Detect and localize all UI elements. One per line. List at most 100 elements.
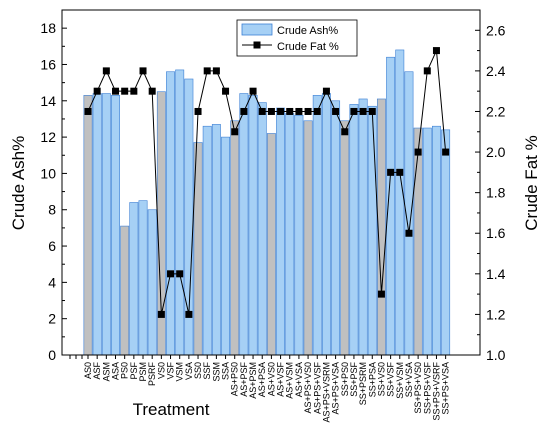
fat-marker: [277, 107, 285, 115]
x-category-label: AS+PSA: [257, 362, 267, 397]
fat-marker: [139, 67, 147, 75]
fat-marker: [222, 87, 230, 95]
x-category-label: ASA: [111, 362, 121, 380]
right-axis-ticks: 1.0 1.2 1.4 1.6 1.8 2.0 2.2 2.4 2.6: [475, 22, 506, 363]
x-category-label: SS+PS+VSF: [422, 362, 432, 415]
ash-bar: [340, 120, 350, 356]
left-tick-label: 0: [48, 347, 56, 363]
right-tick-label: 2.2: [486, 103, 506, 119]
ash-bar: [129, 202, 139, 356]
ash-bar: [312, 95, 322, 356]
fat-marker: [240, 107, 248, 115]
fat-marker: [102, 67, 110, 75]
x-category-label: AS+PS+VS0: [303, 362, 313, 414]
ash-bar: [413, 127, 423, 356]
ash-bar: [239, 93, 249, 356]
ash-bar: [395, 49, 405, 356]
fat-marker: [442, 148, 450, 156]
fat-marker: [130, 87, 138, 95]
x-category-label: AS+VSM: [285, 362, 295, 399]
fat-marker: [368, 107, 376, 115]
fat-line: [87, 48, 447, 315]
fat-marker: [432, 47, 440, 55]
legend-swatch-fat-marker: [253, 41, 261, 49]
x-category-label: SS+PSA: [367, 362, 377, 397]
line-series-group: [84, 47, 450, 318]
ash-bar: [331, 100, 341, 356]
right-tick-label: 2.4: [486, 63, 506, 79]
fat-marker: [377, 290, 385, 298]
x-category-label: ASF: [92, 362, 102, 380]
x-category-label: AS+VS0: [266, 362, 276, 396]
fat-marker: [157, 310, 165, 318]
fat-marker: [359, 107, 367, 115]
fat-marker: [148, 87, 156, 95]
fat-marker: [405, 229, 413, 237]
right-tick-label: 1.2: [486, 306, 506, 322]
fat-marker: [414, 148, 422, 156]
x-category-label: SSA: [221, 362, 231, 380]
fat-marker: [304, 107, 312, 115]
x-category-label: PSM: [138, 362, 148, 382]
x-axis-title: Treatment: [133, 400, 210, 419]
right-tick-label: 1.4: [486, 266, 506, 282]
x-category-label: AS+PS+VSA: [331, 362, 341, 415]
fat-marker: [295, 107, 303, 115]
x-category-label: SS+VSF: [386, 361, 396, 396]
fat-marker: [249, 87, 257, 95]
ash-bar: [276, 107, 286, 356]
x-category-label: SS+PS0: [340, 362, 350, 396]
ash-bar: [166, 71, 175, 356]
left-tick-label: 6: [48, 238, 56, 254]
ash-bar: [349, 104, 359, 356]
x-category-label: SS+PS+VSA: [441, 362, 451, 415]
x-category-label: PS0: [120, 362, 130, 379]
legend: Crude Ash% Crude Fat %: [236, 19, 358, 57]
x-category-label: SSM: [211, 362, 221, 382]
right-axis-title: Crude Fat %: [522, 135, 541, 230]
x-category-label: SS+PS+VS0: [413, 362, 423, 414]
x-category-label: SS+VSM: [395, 362, 405, 399]
right-tick-label: 2.6: [486, 22, 506, 38]
ash-bar: [266, 133, 276, 356]
fat-marker: [176, 270, 184, 278]
x-category-label: VSM: [175, 362, 185, 382]
ash-bar: [358, 98, 368, 356]
x-category-label: SSF: [202, 362, 212, 380]
bar-series-group: [83, 49, 451, 356]
x-category-label: SS+VSA: [404, 362, 414, 397]
right-tick-label: 2.0: [486, 144, 506, 160]
x-category-label: VSF: [166, 362, 176, 380]
fat-marker: [112, 87, 120, 95]
left-tick-label: 8: [48, 202, 56, 218]
ash-bar: [101, 93, 111, 356]
x-category-label: AS+PS+VSRM: [321, 362, 331, 423]
left-tick-label: 14: [40, 93, 56, 109]
ash-bar: [138, 200, 148, 356]
x-category-label: AS+PSF: [239, 361, 249, 396]
ash-bar: [321, 93, 331, 356]
x-category-label: SS+PSRM: [358, 362, 368, 405]
ash-bar: [221, 136, 230, 356]
fat-marker: [267, 107, 275, 115]
right-tick-label: 1.0: [486, 347, 506, 363]
fat-marker: [322, 87, 330, 95]
ash-bar: [92, 93, 102, 356]
fat-marker: [350, 107, 358, 115]
ash-bar: [422, 127, 432, 356]
ash-bar: [120, 225, 130, 356]
fat-marker: [341, 128, 349, 136]
ash-bar: [441, 129, 451, 356]
legend-swatch-ash: [241, 23, 273, 36]
fat-marker: [93, 87, 101, 95]
x-category-label: AS+VSF: [276, 361, 286, 396]
x-category-label: PSF: [129, 362, 139, 380]
x-category-label: AS0: [83, 362, 93, 379]
ash-bar: [230, 120, 240, 356]
fat-marker: [167, 270, 175, 278]
ash-bar: [211, 124, 221, 356]
left-axis-title: Crude Ash%: [9, 136, 28, 231]
fat-marker: [121, 87, 129, 95]
